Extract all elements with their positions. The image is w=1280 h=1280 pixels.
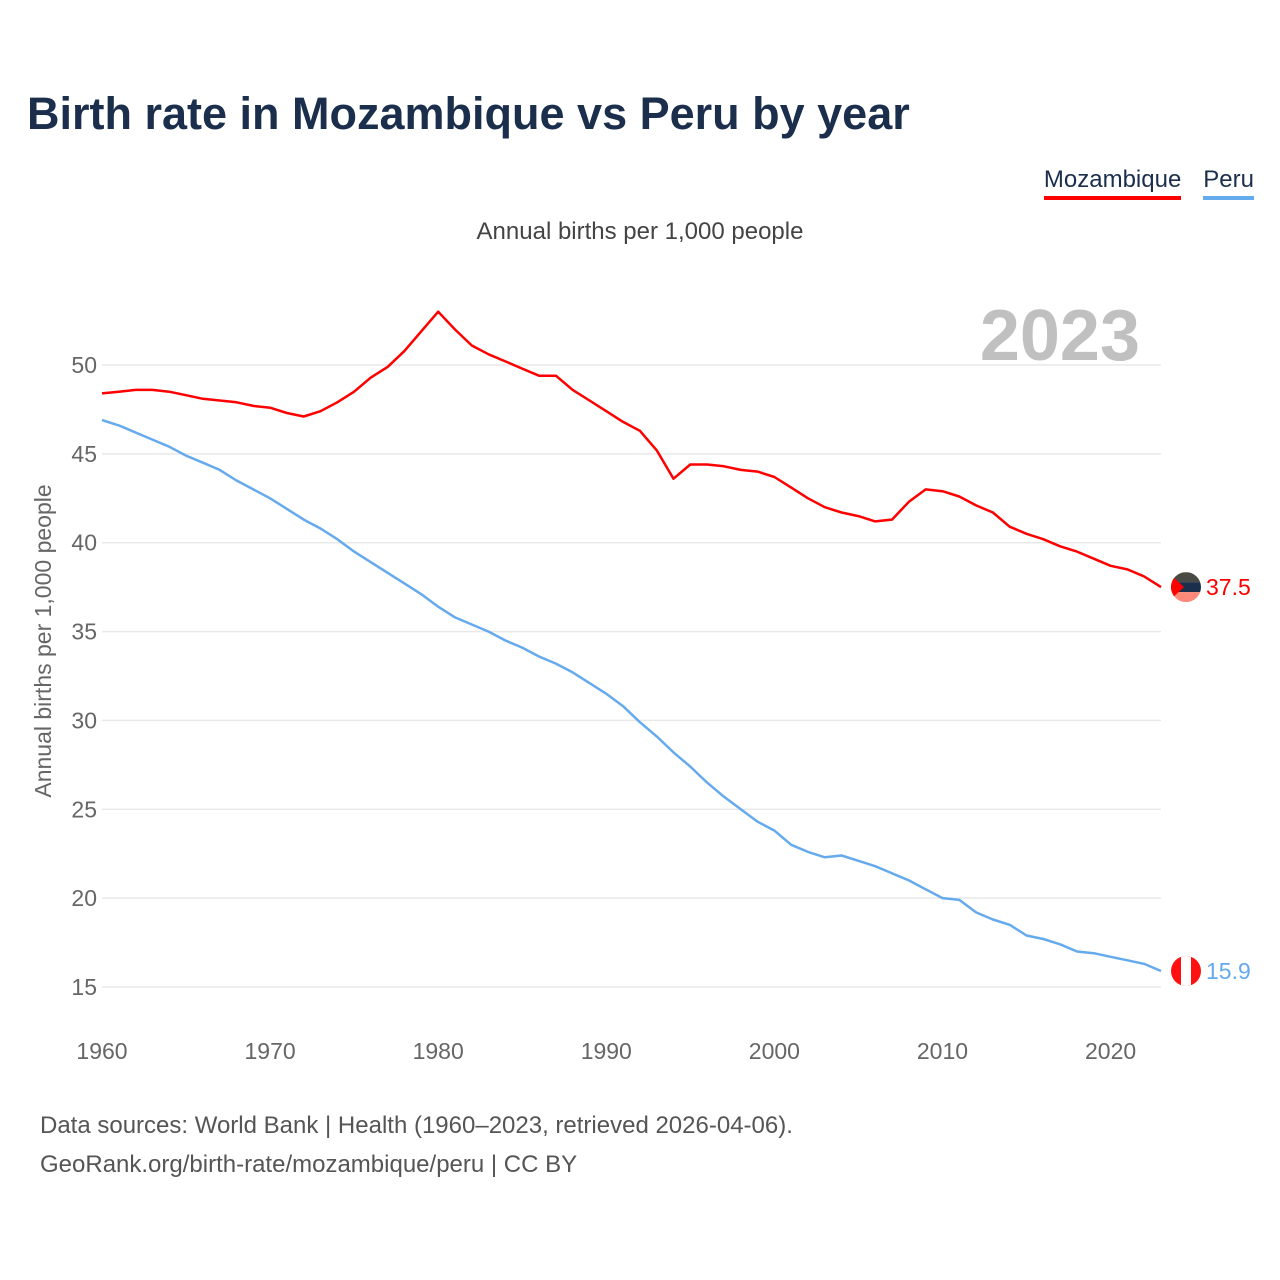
footer: Data sources: World Bank | Health (1960–… [40, 1106, 793, 1184]
end-value-label: 37.5 [1206, 574, 1251, 600]
y-tick-label: 15 [71, 974, 97, 1000]
chart-title: Birth rate in Mozambique vs Peru by year [27, 88, 910, 139]
y-tick-label: 45 [71, 441, 97, 467]
series-line-peru [101, 418, 1162, 973]
source-link[interactable]: GeoRank.org/birth-rate/mozambique/peru |… [40, 1151, 578, 1178]
y-tick-label: 30 [71, 707, 97, 733]
x-tick-label: 1980 [413, 1038, 464, 1064]
data-source: Data sources: World Bank | Health (1960–… [40, 1112, 793, 1139]
x-tick-label: 1990 [581, 1038, 632, 1064]
x-tick-label: 2020 [1085, 1038, 1136, 1064]
y-tick-label: 35 [71, 619, 97, 645]
y-tick-label: 40 [71, 530, 97, 556]
series-line-mozambique [101, 310, 1162, 589]
x-tick-label: 1960 [76, 1038, 127, 1064]
flag-mozambique-icon [1171, 572, 1201, 603]
year-badge: 2023 [980, 296, 1140, 376]
legend: Mozambique Peru [1043, 166, 1254, 200]
x-tick-label: 2000 [749, 1038, 800, 1064]
chart-subtitle: Annual births per 1,000 people [476, 218, 804, 245]
y-tick-label: 25 [71, 796, 97, 822]
x-tick-label: 2010 [917, 1038, 968, 1064]
flag-peru-icon [1171, 956, 1201, 987]
end-value-label: 15.9 [1206, 958, 1251, 984]
legend-peru[interactable]: Peru [1203, 166, 1254, 200]
legend-mozambique[interactable]: Mozambique [1043, 166, 1182, 200]
x-tick-label: 1970 [245, 1038, 296, 1064]
y-tick-label: 20 [71, 885, 97, 911]
y-axis-label: Annual births per 1,000 people [30, 484, 56, 797]
y-tick-label: 50 [71, 352, 97, 378]
